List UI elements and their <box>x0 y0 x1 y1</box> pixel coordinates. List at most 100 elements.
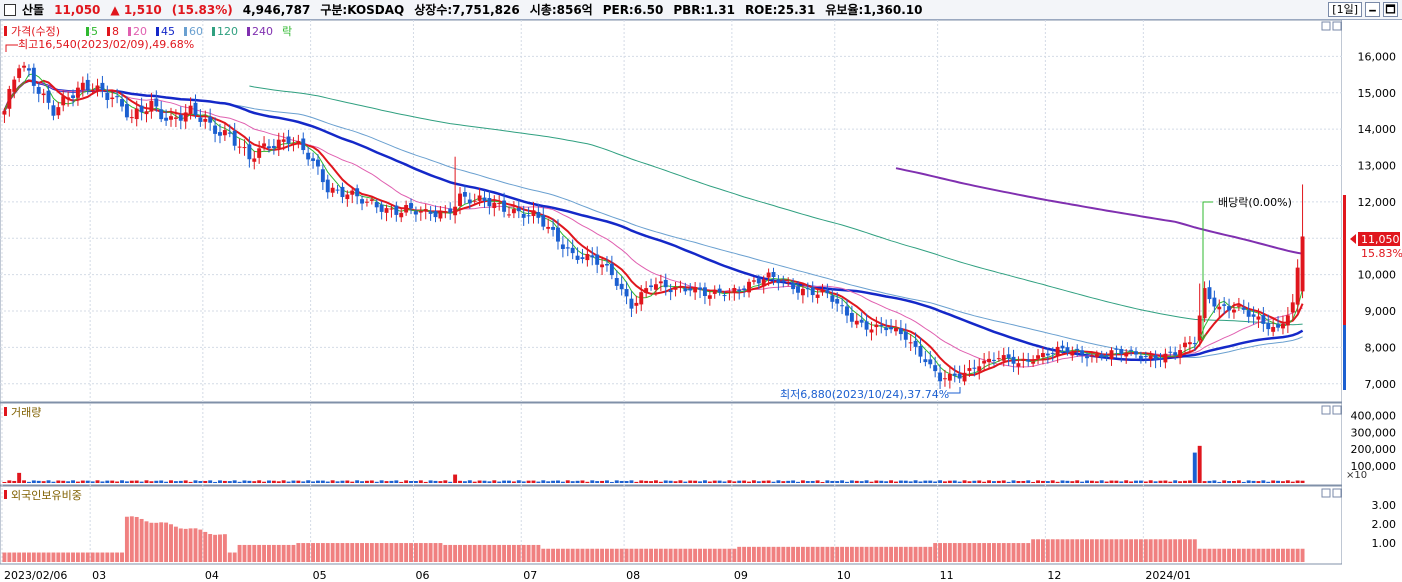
foreign-bar <box>80 552 85 562</box>
volume-bar <box>722 481 727 483</box>
foreign-bar <box>1089 539 1094 562</box>
foreign-bar <box>913 546 918 562</box>
candle-body <box>531 210 536 217</box>
foreign-tick-label: 3.00 <box>1372 499 1397 512</box>
select-checkbox[interactable] <box>4 3 16 16</box>
foreign-bar <box>1187 539 1192 562</box>
foreign-bar <box>766 546 771 562</box>
foreign-bar <box>105 552 110 562</box>
volume-bar <box>649 481 654 483</box>
candle-body <box>423 209 428 212</box>
candle-body <box>267 146 271 149</box>
volume-bar <box>556 480 560 483</box>
candle-body <box>756 278 761 284</box>
foreign-bar <box>791 546 796 562</box>
volume-bar <box>903 480 908 483</box>
candle-body <box>570 247 575 254</box>
ma-line-240 <box>895 167 1303 255</box>
foreign-bar <box>560 548 565 562</box>
volume-bar <box>1290 481 1295 483</box>
foreign-bar <box>169 524 173 562</box>
candle-body <box>487 197 492 207</box>
panel-controls[interactable] <box>1321 21 1342 498</box>
candle-body <box>1119 349 1124 354</box>
candle-body <box>1011 356 1016 364</box>
stock-chart[interactable]: 2023/02/06 03 04 05 06 07 08 09 10 11 12 2024/01 16… <box>0 20 1402 582</box>
volume-bar <box>188 481 193 483</box>
volume-bar <box>1134 480 1138 483</box>
foreign-bar <box>717 548 722 562</box>
candle-body <box>1192 343 1197 345</box>
volume-bar <box>732 481 737 483</box>
volume-bar <box>639 480 644 483</box>
volume-bar <box>247 480 252 483</box>
volume-bar <box>1129 481 1134 483</box>
volume-bar <box>320 480 325 483</box>
candle-body <box>658 281 663 284</box>
candle-body <box>340 186 345 198</box>
foreign-bar <box>286 544 291 562</box>
volume-bar <box>840 480 845 483</box>
candle-body <box>1094 354 1099 358</box>
candle-body <box>105 92 110 100</box>
candle-body <box>46 90 51 103</box>
candle-body <box>218 132 222 136</box>
volume-bar <box>982 481 987 483</box>
foreign-bar <box>404 543 409 562</box>
foreign-bar <box>90 552 95 562</box>
foreign-bar <box>526 544 531 562</box>
foreign-bar <box>1183 539 1187 562</box>
y-tick-label: 15,000 <box>1358 87 1397 100</box>
volume-bar <box>345 480 350 483</box>
volume-bar <box>884 481 889 483</box>
volume-panel <box>0 402 1343 486</box>
candle-body <box>761 279 766 287</box>
foreign-bar <box>433 543 438 562</box>
candle-body <box>315 159 320 167</box>
volume-bar <box>227 481 232 483</box>
foreign-bar <box>869 546 874 562</box>
volume-bar <box>462 481 467 483</box>
candle-body <box>1153 355 1158 360</box>
candle-body <box>492 202 497 209</box>
volume-bar <box>1232 481 1236 483</box>
foreign-bar <box>991 543 996 562</box>
foreign-title: 외국인보유비중 <box>11 489 82 502</box>
volume-bar <box>296 480 301 483</box>
volume-bar <box>590 480 595 483</box>
candle-body <box>869 329 874 333</box>
candle-body <box>702 287 707 296</box>
candle-body <box>1040 353 1045 358</box>
volume-bar <box>252 481 257 483</box>
period-button[interactable]: [1일] <box>1328 2 1362 17</box>
candle-body <box>1266 322 1271 330</box>
candle-body <box>521 213 526 218</box>
foreign-bar <box>629 548 634 562</box>
candle-body <box>85 79 90 90</box>
volume-bar <box>673 481 678 483</box>
foreign-bar <box>222 534 227 562</box>
volume-bar <box>835 481 840 483</box>
candle-body <box>350 190 355 195</box>
volume-bar <box>237 481 242 483</box>
foreign-bar <box>879 546 884 562</box>
candle-body <box>957 373 962 379</box>
volume-bar <box>1285 480 1290 483</box>
volume-bar <box>595 481 600 483</box>
foreign-bar <box>193 528 198 562</box>
volume-bar <box>232 480 237 483</box>
minimize-icon[interactable]: 🗕 <box>1365 2 1380 17</box>
foreign-bar <box>1129 539 1134 562</box>
foreign-bar <box>1266 548 1271 562</box>
foreign-bar <box>129 516 134 562</box>
foreign-bar <box>1094 539 1099 562</box>
foreign-bar <box>271 544 276 562</box>
foreign-bar <box>7 552 12 562</box>
foreign-bar <box>781 546 786 562</box>
maximize-icon[interactable]: 🗖 <box>1383 2 1398 17</box>
candle-body <box>139 105 144 113</box>
volume-bar <box>56 480 61 483</box>
volume-bar <box>1295 480 1300 483</box>
foreign-bar <box>1050 539 1055 562</box>
volume-bar <box>766 480 771 483</box>
